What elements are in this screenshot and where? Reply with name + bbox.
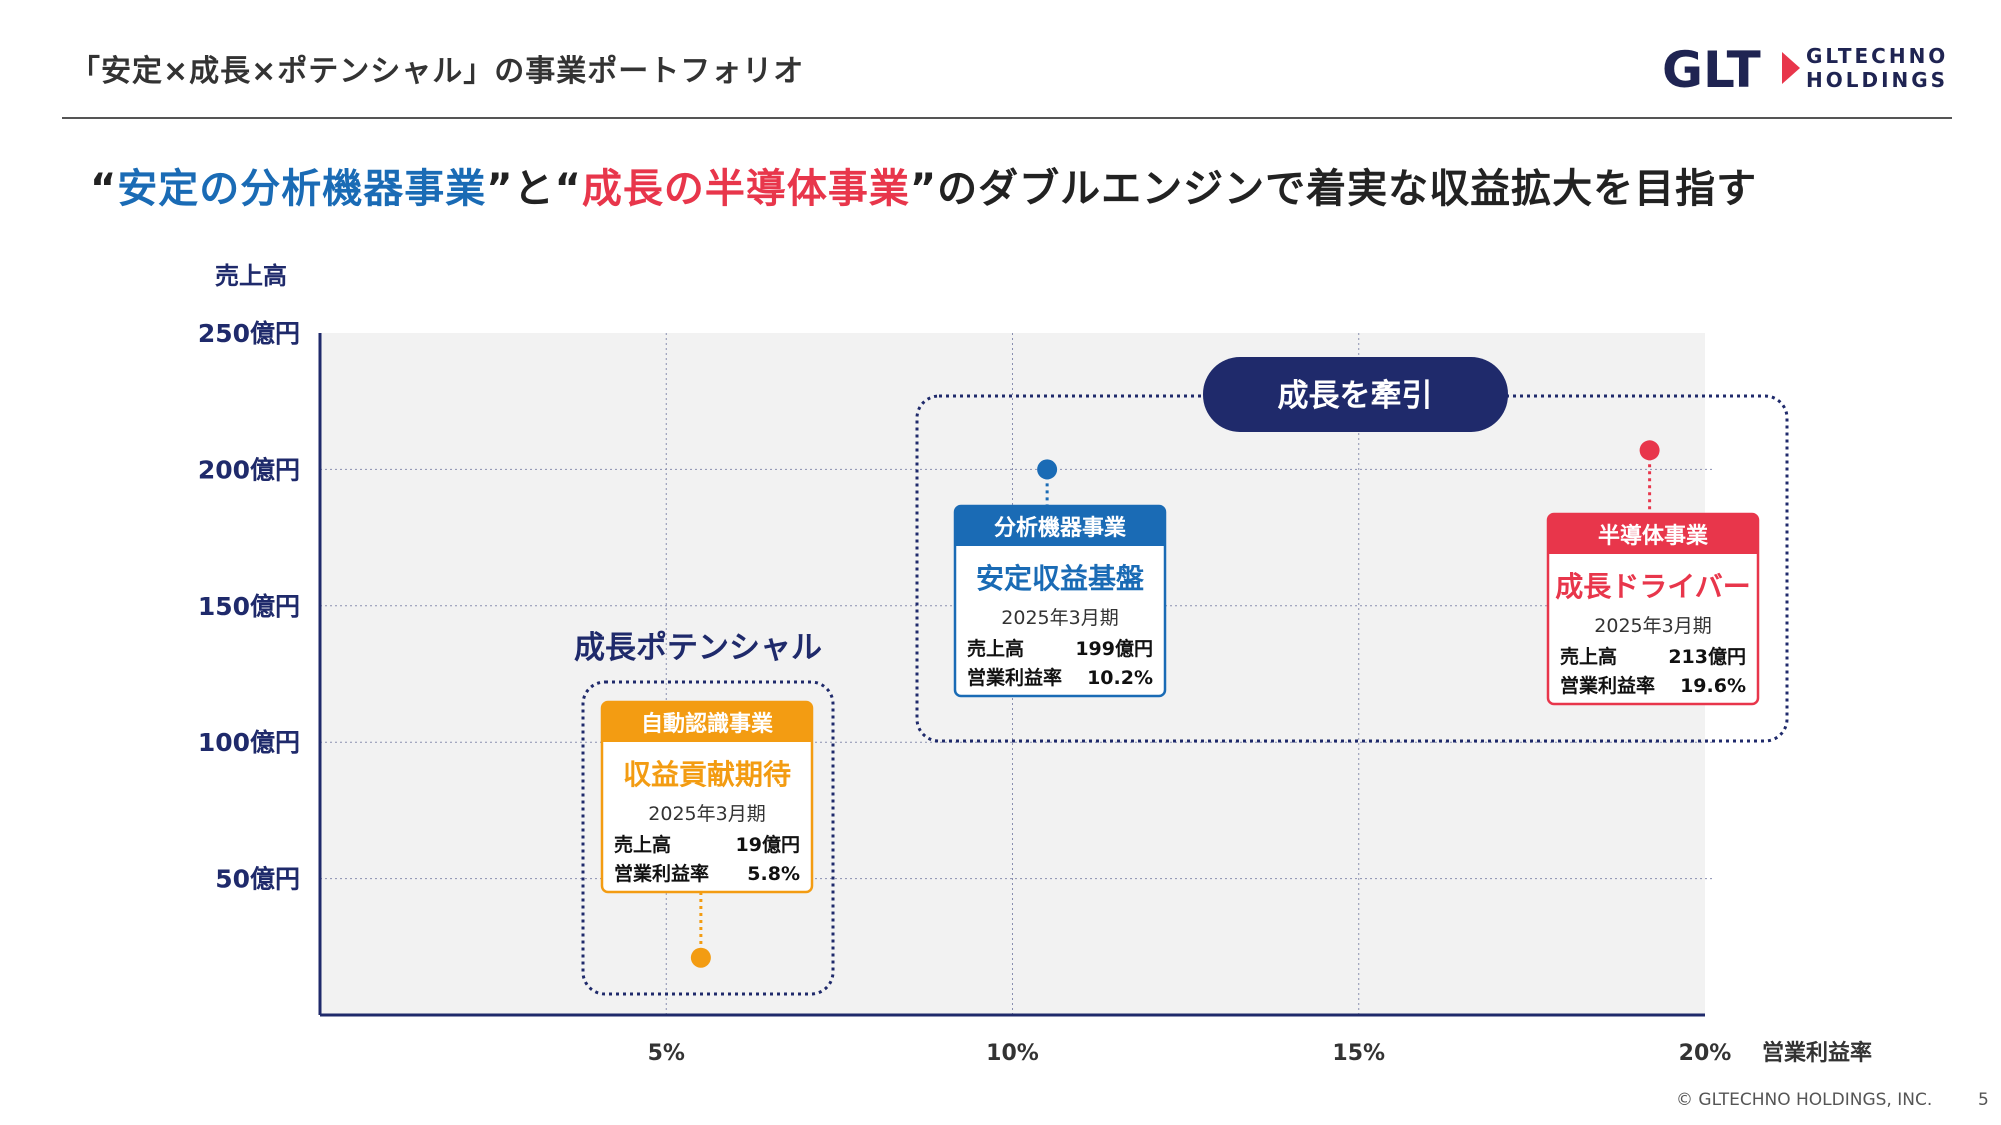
callout-header	[1548, 514, 1758, 554]
page-number: 5	[1978, 1090, 1989, 1110]
sales-value: 199億円	[1075, 637, 1153, 660]
segment-name: 半導体事業	[1598, 523, 1709, 549]
fiscal-period: 2025年3月期	[1001, 607, 1118, 629]
x-tick-label: 10%	[986, 1041, 1039, 1066]
copyright: © GLTECHNO HOLDINGS, INC.	[1676, 1090, 1933, 1110]
data-point	[690, 947, 711, 968]
group-frame-potential	[581, 680, 835, 996]
logo-triangle-icon	[1782, 52, 1800, 84]
logo-line1: GLTECHNO	[1806, 44, 1949, 68]
y-tick-label: 200億円	[198, 455, 300, 484]
y-tick-label: 150億円	[198, 592, 300, 621]
headline-rest: ”のダブルエンジンで着実な収益拡大を目指す	[909, 166, 1758, 212]
y-tick-label: 50億円	[215, 865, 300, 894]
y-tick-label: 100億円	[198, 728, 300, 757]
x-tick-label: 15%	[1332, 1041, 1385, 1066]
page-title: 「安定×成長×ポテンシャル」の事業ポートフォリオ	[70, 54, 805, 89]
sales-label: 売上高	[1560, 645, 1617, 668]
fiscal-period: 2025年3月期	[1594, 615, 1711, 637]
headline-quote-open: “	[90, 166, 118, 212]
company-logo: GLT	[1662, 41, 1800, 99]
segment-role: 安定収益基盤	[976, 562, 1145, 595]
margin-value: 5.8%	[747, 863, 800, 885]
fiscal-period: 2025年3月期	[648, 803, 765, 825]
data-point	[1639, 440, 1660, 461]
segment-role: 収益貢献期待	[623, 758, 791, 791]
headline: “安定の分析機器事業”と“成長の半導体事業”のダブルエンジンで着実な収益拡大を目…	[90, 156, 1757, 214]
logo-text: GLTECHNO HOLDINGS	[1806, 44, 1948, 92]
logo-mark: GLT	[1662, 41, 1761, 99]
group-pill-growth	[1203, 357, 1508, 432]
sales-value: 213億円	[1668, 645, 1746, 668]
header-divider	[62, 117, 1952, 119]
x-tick-label: 20%	[1679, 1041, 1732, 1066]
callout-header	[955, 506, 1165, 546]
segment-name: 分析機器事業	[994, 515, 1127, 541]
sales-value: 19億円	[736, 833, 800, 856]
callout-header	[602, 702, 812, 742]
margin-value: 10.2%	[1087, 667, 1153, 689]
y-tick-label: 250億円	[198, 319, 300, 348]
margin-label: 営業利益率	[1560, 674, 1655, 697]
x-axis-title: 営業利益率	[1762, 1040, 1872, 1066]
margin-label: 営業利益率	[967, 666, 1062, 689]
y-axis-title: 売上高	[215, 262, 287, 290]
logo-line2: HOLDINGS	[1806, 68, 1949, 92]
group-label-growth: 成長を牽引	[1278, 378, 1433, 414]
data-point	[1037, 459, 1058, 480]
x-tick-label: 5%	[648, 1041, 685, 1066]
sales-label: 売上高	[614, 833, 671, 856]
segment-role: 成長ドライバー	[1555, 570, 1750, 603]
headline-blue: 安定の分析機器事業	[117, 166, 487, 212]
headline-quote-mid: ”と“	[486, 166, 582, 212]
headline-red: 成長の半導体事業	[581, 166, 910, 212]
group-label-potential: 成長ポテンシャル	[574, 630, 822, 666]
margin-value: 19.6%	[1680, 675, 1746, 697]
sales-label: 売上高	[967, 637, 1024, 660]
segment-name: 自動認識事業	[641, 711, 774, 737]
margin-label: 営業利益率	[614, 862, 709, 885]
